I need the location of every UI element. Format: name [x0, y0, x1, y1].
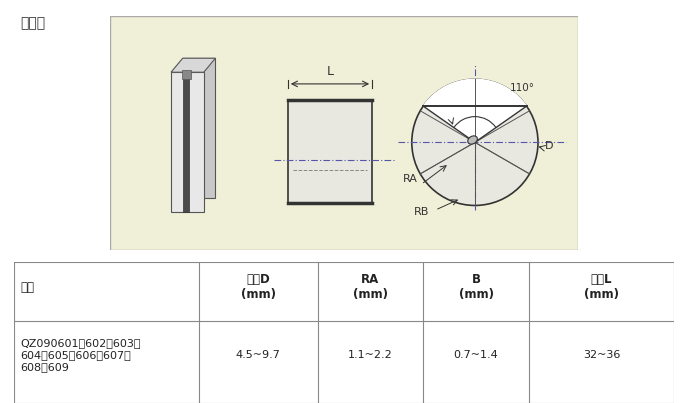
- Text: QZ090601、602、603、
604、605、606、607、
608、609: QZ090601、602、603、 604、605、606、607、 608、6…: [21, 339, 141, 372]
- Polygon shape: [183, 58, 215, 198]
- Circle shape: [412, 79, 538, 206]
- Text: 长度L
(mm): 长度L (mm): [584, 273, 619, 301]
- Text: RA: RA: [402, 174, 418, 184]
- Text: 110°: 110°: [510, 83, 535, 93]
- Text: 1.1~2.2: 1.1~2.2: [348, 350, 393, 360]
- Bar: [288, 100, 372, 203]
- Text: RB: RB: [414, 207, 429, 217]
- Text: RA
(mm): RA (mm): [353, 273, 388, 301]
- Text: L: L: [327, 65, 334, 78]
- Polygon shape: [171, 58, 215, 72]
- Ellipse shape: [468, 136, 477, 144]
- Polygon shape: [182, 70, 191, 79]
- Polygon shape: [171, 72, 204, 212]
- Polygon shape: [184, 72, 189, 212]
- Text: 型号: 型号: [21, 281, 34, 294]
- Text: D: D: [545, 141, 554, 152]
- Polygon shape: [423, 79, 526, 142]
- Text: 枪铰刀: 枪铰刀: [21, 16, 46, 30]
- Text: 4.5~9.7: 4.5~9.7: [236, 350, 281, 360]
- Text: B
(mm): B (mm): [459, 273, 493, 301]
- Text: 外径D
(mm): 外径D (mm): [241, 273, 276, 301]
- Text: 0.7~1.4: 0.7~1.4: [453, 350, 499, 360]
- Text: 32~36: 32~36: [583, 350, 621, 360]
